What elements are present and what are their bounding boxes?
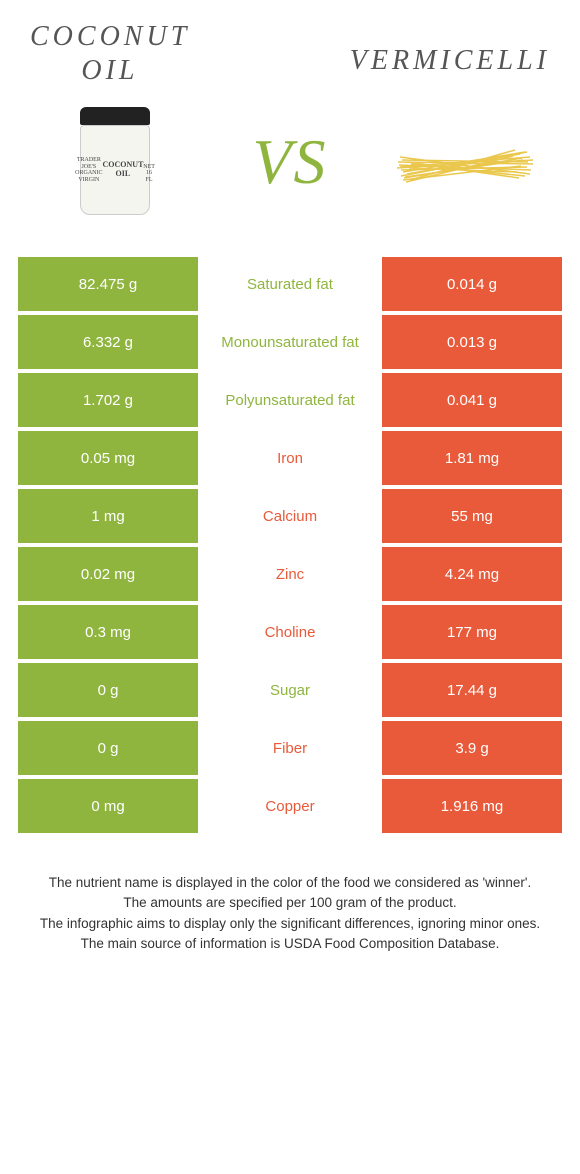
nutrient-label: Polyunsaturated fat [198,373,382,427]
header: Coconut oil Vermicelli [0,0,580,87]
footer-line: The amounts are specified per 100 gram o… [30,893,550,913]
right-title: Vermicelli [350,44,550,78]
left-value: 0 g [18,721,198,775]
right-value: 17.44 g [382,663,562,717]
table-row: 6.332 gMonounsaturated fat0.013 g [18,315,562,369]
right-value: 55 mg [382,489,562,543]
nutrient-label: Saturated fat [198,257,382,311]
footer-line: The main source of information is USDA F… [30,934,550,954]
left-value: 0.05 mg [18,431,198,485]
left-title-col: Coconut oil [30,20,190,87]
left-value: 0.02 mg [18,547,198,601]
nutrient-label: Zinc [198,547,382,601]
nutrient-label: Calcium [198,489,382,543]
right-value: 1.81 mg [382,431,562,485]
nutrient-label: Fiber [198,721,382,775]
left-value: 6.332 g [18,315,198,369]
footer-line: The infographic aims to display only the… [30,914,550,934]
left-title: Coconut oil [30,20,190,87]
table-row: 0 gSugar17.44 g [18,663,562,717]
right-value: 0.013 g [382,315,562,369]
table-row: 1 mgCalcium55 mg [18,489,562,543]
footer-line: The nutrient name is displayed in the co… [30,873,550,893]
right-value: 0.041 g [382,373,562,427]
table-row: 82.475 gSaturated fat0.014 g [18,257,562,311]
left-value: 82.475 g [18,257,198,311]
left-image: TRADER JOE'SORGANIC VIRGINCOCONUT OILNET… [40,97,190,227]
table-row: 0.3 mgCholine177 mg [18,605,562,659]
right-value: 3.9 g [382,721,562,775]
table-row: 0 gFiber3.9 g [18,721,562,775]
left-value: 0 g [18,663,198,717]
nutrient-label: Copper [198,779,382,833]
table-row: 0 mgCopper1.916 mg [18,779,562,833]
vermicelli-icon [395,132,535,192]
right-value: 1.916 mg [382,779,562,833]
table-row: 1.702 gPolyunsaturated fat0.041 g [18,373,562,427]
comparison-table: 82.475 gSaturated fat0.014 g6.332 gMonou… [18,257,562,833]
left-value: 0.3 mg [18,605,198,659]
nutrient-label: Choline [198,605,382,659]
vs-row: TRADER JOE'SORGANIC VIRGINCOCONUT OILNET… [0,87,580,247]
nutrient-label: Sugar [198,663,382,717]
right-value: 0.014 g [382,257,562,311]
left-value: 1.702 g [18,373,198,427]
right-title-col: Vermicelli [350,20,550,78]
nutrient-label: Iron [198,431,382,485]
table-row: 0.02 mgZinc4.24 mg [18,547,562,601]
left-value: 1 mg [18,489,198,543]
vs-label: VS [252,125,327,199]
right-value: 4.24 mg [382,547,562,601]
left-value: 0 mg [18,779,198,833]
right-image [390,97,540,227]
coconut-oil-jar-icon: TRADER JOE'SORGANIC VIRGINCOCONUT OILNET… [80,107,150,217]
footer-notes: The nutrient name is displayed in the co… [30,873,550,954]
table-row: 0.05 mgIron1.81 mg [18,431,562,485]
right-value: 177 mg [382,605,562,659]
nutrient-label: Monounsaturated fat [198,315,382,369]
